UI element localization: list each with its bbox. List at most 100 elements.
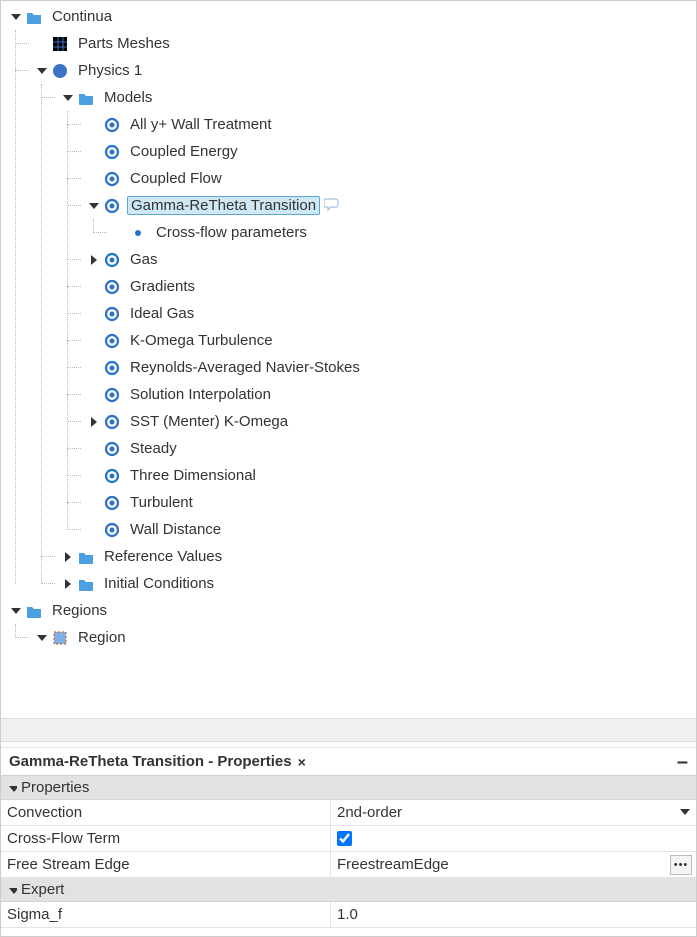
property-row-freestream: Free Stream Edge FreestreamEdge •••: [1, 852, 696, 878]
tree-node-model[interactable]: K-Omega Turbulence: [85, 327, 696, 354]
tree-label: Three Dimensional: [127, 465, 259, 486]
tree-node-model[interactable]: Gradients: [85, 273, 696, 300]
property-name: Free Stream Edge: [1, 852, 331, 877]
tree-node-region[interactable]: Region: [33, 624, 696, 651]
property-name: Cross-Flow Term: [1, 826, 331, 851]
tree-label: SST (Menter) K-Omega: [127, 411, 291, 432]
chevron-down-icon[interactable]: [9, 10, 23, 24]
tree-label: K-Omega Turbulence: [127, 330, 276, 351]
tree-node-initial-conditions[interactable]: Initial Conditions: [59, 570, 696, 597]
model-icon: [103, 440, 121, 458]
chevron-down-icon[interactable]: [61, 91, 75, 105]
tree-panel: Continua Parts Meshes: [1, 1, 696, 718]
tree-node-parts-meshes[interactable]: Parts Meshes: [33, 30, 696, 57]
comment-icon[interactable]: [324, 196, 340, 216]
chevron-down-icon[interactable]: [7, 779, 17, 796]
close-icon[interactable]: ×: [298, 754, 306, 770]
folder-icon: [25, 8, 43, 26]
minimize-icon[interactable]: –: [677, 757, 688, 767]
tree-label: Coupled Flow: [127, 168, 225, 189]
chevron-down-icon[interactable]: [87, 199, 101, 213]
tree-node-model[interactable]: Solution Interpolation: [85, 381, 696, 408]
tree-label: Region: [75, 627, 129, 648]
dropdown-value: 2nd-order: [337, 804, 402, 821]
chevron-down-icon[interactable]: [35, 631, 49, 645]
tree-node-regions[interactable]: Regions: [7, 597, 696, 624]
properties-scroll-area[interactable]: Properties Convection 2nd-order Cross-Fl…: [1, 776, 696, 936]
folder-icon: [25, 602, 43, 620]
section-label: Expert: [21, 881, 64, 898]
region-icon: [51, 629, 69, 647]
model-icon: [103, 278, 121, 296]
section-label: Properties: [21, 779, 89, 796]
tree-scroll-area[interactable]: Continua Parts Meshes: [1, 1, 696, 718]
model-icon: [103, 386, 121, 404]
tree-node-model[interactable]: Reynolds-Averaged Navier-Stokes: [85, 354, 696, 381]
tree-node-model[interactable]: Gas: [85, 246, 696, 273]
tree-node-model[interactable]: Wall Distance: [85, 516, 696, 543]
tree-label: Cross-flow parameters: [153, 222, 310, 243]
tree-label: Reynolds-Averaged Navier-Stokes: [127, 357, 363, 378]
properties-tab[interactable]: Gamma-ReTheta Transition - Properties ×: [1, 749, 314, 774]
picker-value: FreestreamEdge: [337, 856, 449, 873]
tree-label: All y+ Wall Treatment: [127, 114, 275, 135]
property-value-dropdown[interactable]: 2nd-order: [331, 800, 696, 825]
model-icon: [103, 413, 121, 431]
folder-icon: [77, 548, 95, 566]
properties-header: Gamma-ReTheta Transition - Properties × …: [1, 748, 696, 776]
grid-icon: [51, 35, 69, 53]
tree-label: Gas: [127, 249, 161, 270]
tree-node-reference-values[interactable]: Reference Values: [59, 543, 696, 570]
model-icon: [103, 251, 121, 269]
property-value-picker[interactable]: FreestreamEdge •••: [331, 852, 696, 877]
circle-icon: [51, 62, 69, 80]
property-value-checkbox[interactable]: [331, 826, 696, 851]
model-icon: [103, 467, 121, 485]
tree-node-model[interactable]: Coupled Energy: [85, 138, 696, 165]
dot-icon: [129, 224, 147, 242]
tree-node-model[interactable]: Ideal Gas: [85, 300, 696, 327]
chevron-down-icon[interactable]: [35, 64, 49, 78]
model-icon: [103, 305, 121, 323]
tree-label: Steady: [127, 438, 180, 459]
tree-node-continua[interactable]: Continua: [7, 3, 696, 30]
tree-node-model[interactable]: Steady: [85, 435, 696, 462]
tree-label: Gradients: [127, 276, 198, 297]
tree-node-physics-1[interactable]: Physics 1: [33, 57, 696, 84]
tree-node-model[interactable]: Three Dimensional: [85, 462, 696, 489]
chevron-down-icon[interactable]: [9, 604, 23, 618]
property-name: Sigma_f: [1, 902, 331, 927]
chevron-right-icon[interactable]: [61, 577, 75, 591]
tree-node-model[interactable]: Coupled Flow: [85, 165, 696, 192]
tree-node-crossflow-params[interactable]: Cross-flow parameters: [111, 219, 696, 246]
chevron-right-icon[interactable]: [87, 415, 101, 429]
tree-node-gamma-retheta[interactable]: Gamma-ReTheta Transition: [85, 192, 696, 219]
model-icon: [103, 143, 121, 161]
checkbox-crossflow[interactable]: [337, 831, 352, 846]
property-row-sigma-f: Sigma_f 1.0: [1, 902, 696, 928]
tree-label: Initial Conditions: [101, 573, 217, 594]
tree-node-model[interactable]: Turbulent: [85, 489, 696, 516]
tree-node-model[interactable]: All y+ Wall Treatment: [85, 111, 696, 138]
chevron-right-icon[interactable]: [61, 550, 75, 564]
ellipsis-button[interactable]: •••: [670, 855, 692, 875]
section-header-properties[interactable]: Properties: [1, 776, 696, 800]
model-icon: [103, 332, 121, 350]
folder-icon: [77, 575, 95, 593]
model-icon: [103, 197, 121, 215]
model-icon: [103, 359, 121, 377]
tree-node-model[interactable]: SST (Menter) K-Omega: [85, 408, 696, 435]
tree-label: Ideal Gas: [127, 303, 197, 324]
model-icon: [103, 170, 121, 188]
property-name: Convection: [1, 800, 331, 825]
section-header-expert[interactable]: Expert: [1, 878, 696, 902]
property-value-text[interactable]: 1.0: [331, 902, 696, 927]
text-value: 1.0: [337, 906, 358, 923]
property-row-crossflow: Cross-Flow Term: [1, 826, 696, 852]
chevron-down-icon: [678, 804, 690, 821]
tree-node-models[interactable]: Models: [59, 84, 696, 111]
model-icon: [103, 494, 121, 512]
tree-label: Coupled Energy: [127, 141, 241, 162]
chevron-right-icon[interactable]: [87, 253, 101, 267]
chevron-down-icon[interactable]: [7, 881, 17, 898]
